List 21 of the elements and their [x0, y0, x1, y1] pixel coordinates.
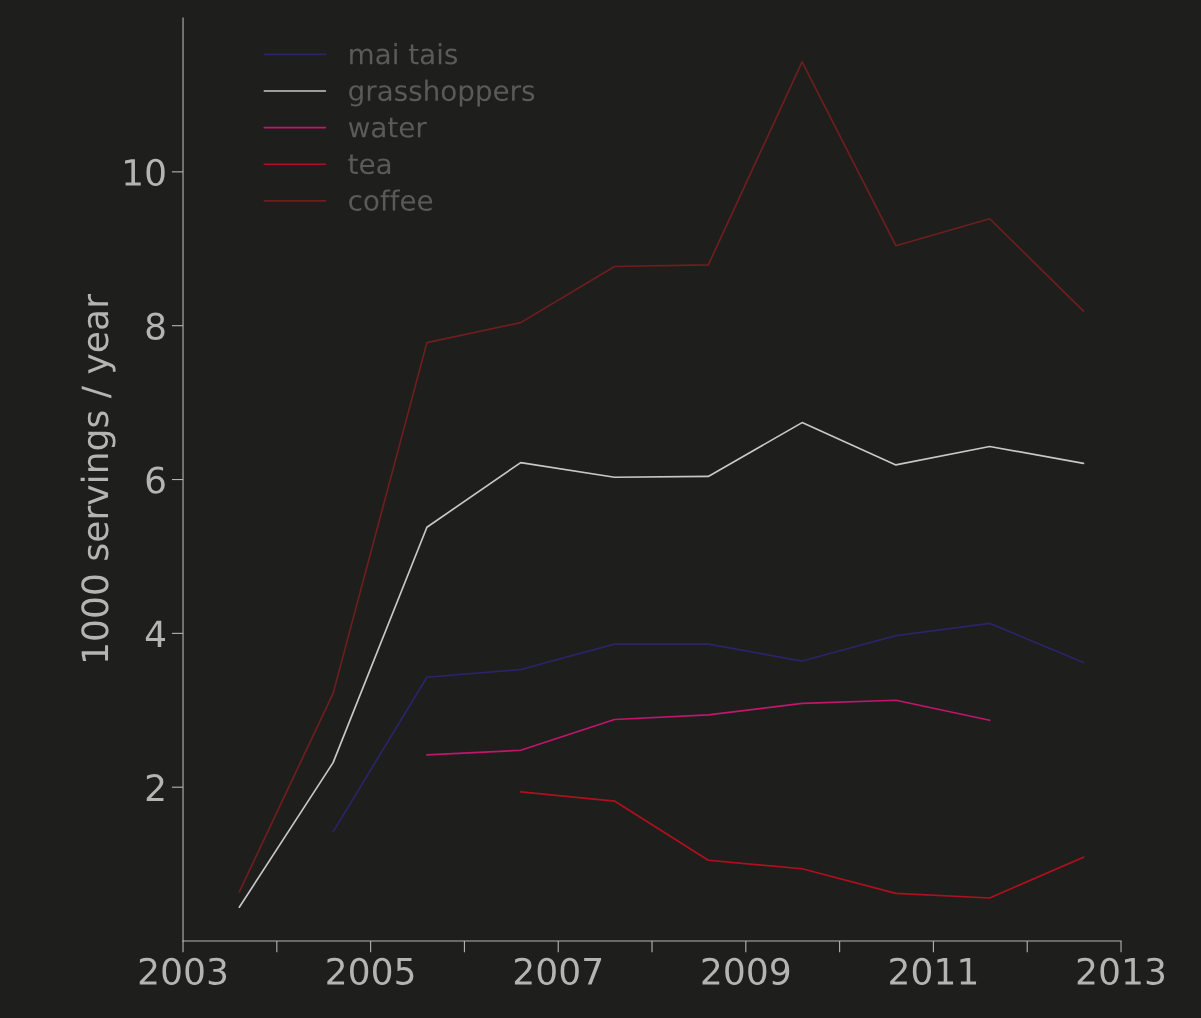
y-tick-label: 2	[146, 774, 164, 801]
line-series	[426, 699, 991, 756]
legend-label: tea	[348, 154, 391, 175]
line-series	[332, 622, 1085, 833]
x-tick-label: 2009	[702, 957, 790, 985]
legend-label: water	[348, 117, 427, 138]
legend-label: mai tais	[350, 43, 458, 65]
legend-label: coffee	[349, 189, 433, 211]
x-tick-label: 2003	[139, 957, 227, 985]
line-series	[238, 421, 1085, 909]
y-tick-label: 4	[145, 620, 166, 648]
y-axis-title: 1000 servings / year	[80, 294, 116, 662]
y-tick-label: 10	[125, 158, 165, 187]
x-tick-label: 2013	[1077, 957, 1165, 985]
line-series	[519, 790, 1085, 899]
legend-label: grasshoppers	[349, 79, 535, 107]
x-tick-label: 2011	[890, 957, 977, 985]
y-tick-label: 8	[146, 312, 165, 340]
x-tick-label: 2005	[327, 957, 414, 985]
y-tick-label: 6	[146, 466, 165, 494]
x-tick-label: 2007	[514, 957, 602, 985]
